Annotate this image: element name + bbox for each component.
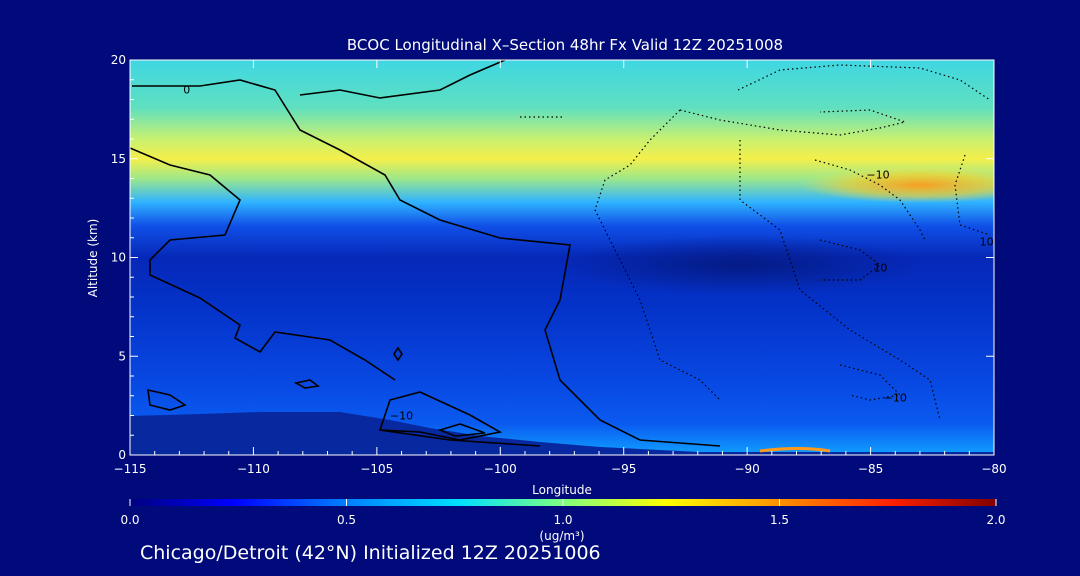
x-tick-label: −115 bbox=[114, 462, 147, 476]
colorbar-tick-label: 0.0 bbox=[120, 513, 139, 527]
contour-line bbox=[393, 346, 403, 362]
contour-line bbox=[147, 388, 187, 411]
x-tick-label: −110 bbox=[237, 462, 270, 476]
contour-line bbox=[293, 379, 321, 389]
upper-minimum bbox=[560, 235, 920, 295]
contour-label: 0 bbox=[183, 84, 190, 97]
contour-line bbox=[737, 64, 991, 101]
contour-line bbox=[299, 60, 506, 99]
surface-highlight bbox=[759, 447, 831, 453]
contour-line bbox=[132, 79, 721, 447]
y-tick-label: 0 bbox=[118, 448, 126, 462]
y-tick-label: 20 bbox=[111, 53, 126, 67]
colorbar-tick-label: 0.5 bbox=[337, 513, 356, 527]
contour-line bbox=[839, 364, 902, 401]
x-axis: −115 −110 −105 −100 −95 −90 −85 −80 bbox=[114, 60, 1007, 476]
x-tick-label: −90 bbox=[734, 462, 759, 476]
colorbar-tick-label: 1.0 bbox=[553, 513, 572, 527]
solid-contours bbox=[130, 60, 721, 447]
stratospheric-maximum bbox=[800, 167, 994, 203]
contour-line bbox=[739, 140, 941, 421]
contour-line bbox=[378, 391, 503, 441]
contour-label: −10 bbox=[866, 169, 889, 182]
y-tick-label: 5 bbox=[118, 349, 126, 363]
y-axis-label: Altitude (km) bbox=[86, 219, 100, 298]
x-tick-label: −105 bbox=[360, 462, 393, 476]
contour-label: −10 bbox=[884, 392, 907, 405]
y-tick-label: 15 bbox=[111, 152, 126, 166]
chart-title: BCOC Longitudinal X–Section 48hr Fx Vali… bbox=[347, 36, 783, 54]
contour-label: −10 bbox=[390, 410, 413, 423]
colorbar-tick-label: 2.0 bbox=[986, 513, 1005, 527]
colorbar-tick-label: 1.5 bbox=[770, 513, 789, 527]
x-tick-label: −80 bbox=[981, 462, 1006, 476]
contour-label: 10 bbox=[980, 236, 994, 249]
colorbar-ticks: 0.0 0.5 1.0 1.5 2.0 bbox=[120, 499, 1006, 527]
colorbar: 0.0 0.5 1.0 1.5 2.0 (ug/m³) bbox=[120, 499, 1006, 543]
contour-line bbox=[437, 423, 486, 437]
x-tick-label: −85 bbox=[858, 462, 883, 476]
contour-line bbox=[379, 429, 541, 447]
x-tick-label: −95 bbox=[611, 462, 636, 476]
terrain-mask bbox=[130, 412, 994, 455]
colorbar-unit-label: (ug/m³) bbox=[539, 529, 584, 543]
y-axis: 0 5 10 15 20 bbox=[111, 53, 994, 462]
dotted-contours bbox=[520, 64, 991, 421]
x-axis-label: Longitude bbox=[532, 483, 592, 497]
contour-line bbox=[814, 159, 926, 241]
x-tick-label: −100 bbox=[484, 462, 517, 476]
contour-line bbox=[819, 239, 881, 281]
contour-label: 10 bbox=[873, 261, 887, 274]
y-tick-label: 10 bbox=[111, 251, 126, 265]
footer-caption: Chicago/Detroit (42°N) Initialized 12Z 2… bbox=[140, 542, 601, 564]
contour-labels: 0 −10 −10 10 10 −10 bbox=[183, 84, 993, 423]
contour-line bbox=[130, 147, 396, 381]
plot-area: 0 −10 −10 10 10 −10 bbox=[130, 60, 994, 455]
